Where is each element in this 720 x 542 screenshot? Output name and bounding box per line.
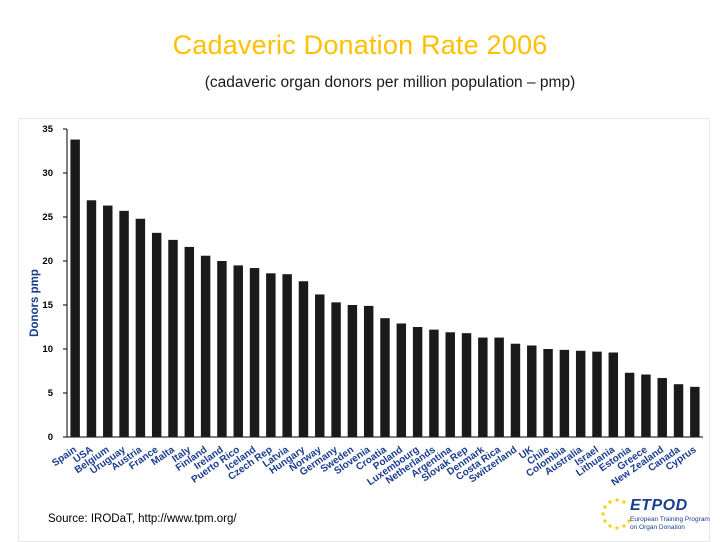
bar [168,239,178,437]
y-tick-label: 35 [42,124,53,135]
bar [119,210,129,437]
source-note: Source: IRODaT, http://www.tpm.org/ [48,513,237,525]
bar [543,349,553,437]
bar [412,327,423,437]
chart-panel: 0 5 10 15 20 25 30 35 Donors pmp Spain USA Belgium U… [18,118,710,542]
bar [249,268,260,437]
chart-subtitle: (cadaveric organ donors per million popu… [204,74,576,91]
y-axis-title: Donors pmp [29,269,41,337]
bar [445,332,455,437]
y-tick-label: 10 [42,344,53,355]
bar [298,281,309,437]
bar [184,246,195,437]
bar [510,343,521,437]
bar [608,352,619,437]
bar [478,337,488,437]
bar [673,384,684,437]
bar [363,305,374,437]
y-tick-label: 5 [48,388,54,399]
bar [527,345,537,437]
etpod-logo-stars [601,498,631,530]
bar [151,232,162,437]
bar [217,261,227,437]
bar [657,378,667,437]
bar [641,374,651,437]
bar [494,337,504,437]
bar [624,372,635,437]
bar [233,265,243,437]
bar [592,351,602,437]
bar [266,273,276,437]
etpod-logo-name: ETPOD [630,497,688,514]
bar [690,386,700,437]
bar [429,329,439,437]
bar [347,305,358,437]
bar [200,255,211,437]
y-tick-label: 25 [42,212,53,223]
y-tick-label: 15 [42,300,53,311]
bar [380,318,390,437]
y-tick-label: 30 [42,168,53,179]
bar [70,139,80,437]
star-ring-icon [601,498,631,530]
y-tick-label: 20 [42,256,53,267]
bar [103,205,113,437]
etpod-logo-line2: on Organ Donation [630,524,685,531]
y-tick-label: 0 [48,432,53,443]
bar [575,350,586,437]
bar [135,218,146,437]
bar [461,333,472,437]
chart-title: Cadaveric Donation Rate 2006 [172,30,548,60]
bar [282,274,292,437]
bar [331,302,341,437]
bar [86,200,97,437]
bar [315,294,325,437]
bar [559,349,570,437]
etpod-logo-line1: European Training Program [630,516,710,523]
bar [396,323,407,437]
